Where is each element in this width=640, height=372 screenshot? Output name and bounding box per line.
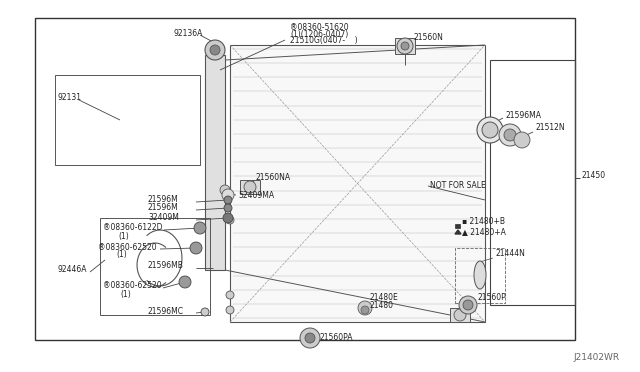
Text: ®08360-51620: ®08360-51620 bbox=[290, 22, 349, 32]
Text: 21510G(0407-    ): 21510G(0407- ) bbox=[290, 36, 358, 45]
Text: 32409M: 32409M bbox=[148, 214, 179, 222]
Bar bbox=[395, 38, 415, 54]
Bar bbox=[455, 224, 460, 228]
Circle shape bbox=[514, 132, 530, 148]
Text: 21596MC: 21596MC bbox=[148, 307, 184, 315]
Circle shape bbox=[463, 300, 473, 310]
Circle shape bbox=[401, 42, 409, 50]
Circle shape bbox=[459, 296, 477, 314]
Text: (1): (1) bbox=[118, 231, 129, 241]
Circle shape bbox=[201, 308, 209, 316]
Circle shape bbox=[397, 38, 413, 54]
Circle shape bbox=[504, 129, 516, 141]
Text: (1)(1206-0407): (1)(1206-0407) bbox=[290, 29, 348, 38]
Text: 21596M: 21596M bbox=[148, 203, 179, 212]
Bar bbox=[205, 55, 225, 270]
Circle shape bbox=[499, 124, 521, 146]
Circle shape bbox=[226, 291, 234, 299]
Bar bbox=[55, 75, 200, 165]
Circle shape bbox=[222, 189, 234, 201]
Bar bbox=[240, 180, 260, 194]
Text: 92446A: 92446A bbox=[57, 266, 86, 275]
Text: NOT FOR SALE: NOT FOR SALE bbox=[430, 180, 486, 189]
Text: 21480E: 21480E bbox=[370, 294, 399, 302]
Text: ®08360-62520: ®08360-62520 bbox=[98, 243, 157, 251]
Circle shape bbox=[220, 185, 230, 195]
Circle shape bbox=[224, 204, 232, 212]
Text: 92131: 92131 bbox=[57, 93, 81, 102]
Circle shape bbox=[194, 222, 206, 234]
Text: 21560N: 21560N bbox=[413, 32, 443, 42]
Text: 21444N: 21444N bbox=[495, 250, 525, 259]
Circle shape bbox=[226, 306, 234, 314]
Circle shape bbox=[179, 276, 191, 288]
Text: 21560P: 21560P bbox=[477, 294, 506, 302]
Circle shape bbox=[226, 216, 234, 224]
Circle shape bbox=[477, 117, 503, 143]
Text: 21450: 21450 bbox=[582, 170, 606, 180]
Bar bbox=[35, 18, 575, 340]
Text: J21402WR: J21402WR bbox=[574, 353, 620, 362]
Circle shape bbox=[223, 213, 233, 223]
Text: 21596MA: 21596MA bbox=[505, 112, 541, 121]
Text: ®08360-62520: ®08360-62520 bbox=[103, 282, 162, 291]
Circle shape bbox=[482, 122, 498, 138]
Text: 52409MA: 52409MA bbox=[238, 190, 274, 199]
Text: ®08360-6122D: ®08360-6122D bbox=[103, 224, 163, 232]
Circle shape bbox=[454, 309, 466, 321]
Polygon shape bbox=[455, 230, 461, 234]
Ellipse shape bbox=[474, 261, 486, 289]
Circle shape bbox=[305, 333, 315, 343]
Text: (1): (1) bbox=[116, 250, 127, 260]
Circle shape bbox=[190, 242, 202, 254]
Circle shape bbox=[224, 196, 232, 204]
Text: 21512N: 21512N bbox=[535, 124, 564, 132]
Text: ▲ 21480+A: ▲ 21480+A bbox=[462, 228, 506, 237]
Circle shape bbox=[300, 328, 320, 348]
Bar bbox=[230, 45, 485, 322]
Bar bbox=[450, 308, 470, 322]
Circle shape bbox=[210, 45, 220, 55]
Text: ▪ 21480+B: ▪ 21480+B bbox=[462, 218, 505, 227]
Text: 92136A: 92136A bbox=[173, 29, 202, 38]
Circle shape bbox=[244, 181, 256, 193]
Text: 21480: 21480 bbox=[370, 301, 394, 311]
Text: (1): (1) bbox=[120, 289, 131, 298]
Circle shape bbox=[205, 40, 225, 60]
Text: 21596MB: 21596MB bbox=[148, 260, 184, 269]
Bar bbox=[490, 60, 575, 305]
Circle shape bbox=[361, 306, 369, 314]
Bar bbox=[455, 248, 505, 303]
Text: 21560NA: 21560NA bbox=[256, 173, 291, 183]
Circle shape bbox=[358, 301, 372, 315]
Text: 21596M: 21596M bbox=[148, 196, 179, 205]
Bar bbox=[100, 218, 210, 315]
Text: 21560PA: 21560PA bbox=[320, 333, 353, 341]
